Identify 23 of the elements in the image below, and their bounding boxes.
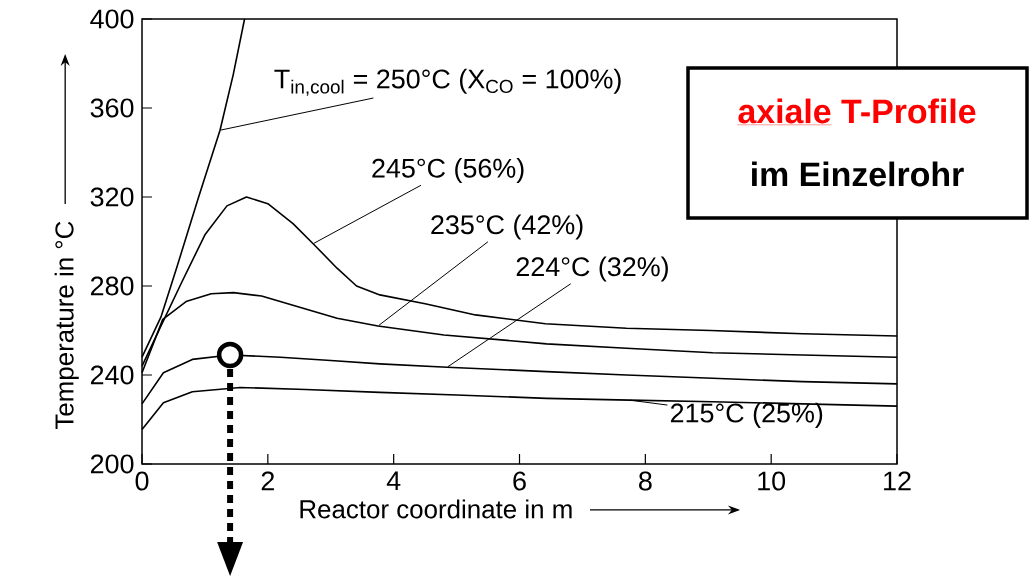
annotation: axiale — [738, 98, 831, 124]
annotation: T-Profile — [841, 98, 976, 124]
y-tick-label: 320 — [90, 187, 134, 207]
y-tick-label: 360 — [90, 98, 134, 118]
y-tick-label: 400 — [90, 9, 134, 29]
y-tick-label: 200 — [90, 454, 134, 474]
text: 224°C (32%) — [516, 256, 668, 282]
text: 235°C (42%) — [431, 214, 583, 240]
text: 245°C (56%) — [372, 158, 524, 184]
x-tick-label: 12 — [884, 471, 911, 491]
y-tick-label: 280 — [90, 276, 134, 296]
annotation: im Einzelrohr — [752, 161, 964, 187]
y-tick-label: 240 — [90, 365, 134, 385]
x-axis-title: Reactor coordinate in m — [300, 499, 572, 519]
x-tick-label: 0 — [135, 471, 149, 491]
x-tick-label: 8 — [639, 471, 652, 491]
legend-label: 215°C (25%) — [670, 402, 823, 428]
y-axis-title: Temperature in °C — [54, 221, 79, 430]
x-tick-label: 10 — [758, 471, 786, 491]
x-tick-label: 2 — [261, 471, 274, 491]
x-tick-label: 4 — [386, 471, 401, 491]
series-label: T$_{in,cool}$ = 250°C (X$_{CO}$ = 100%) — [274, 68, 621, 96]
x-tick-label: 6 — [513, 471, 526, 491]
